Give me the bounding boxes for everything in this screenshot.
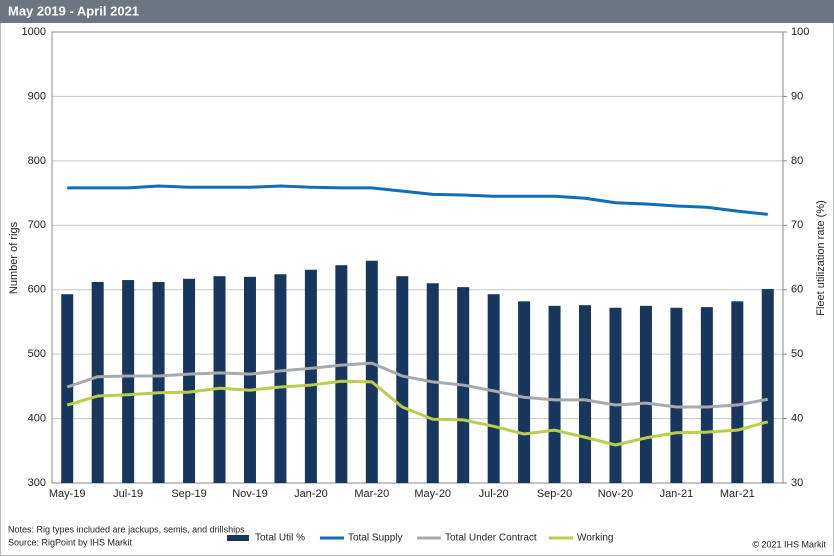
y-tick-label: 900 bbox=[28, 90, 46, 102]
bar bbox=[213, 276, 226, 483]
bar bbox=[579, 305, 592, 483]
legend-label: Total Supply bbox=[348, 533, 402, 544]
y-tick-label: 800 bbox=[28, 155, 46, 167]
y2-tick-label: 80 bbox=[791, 155, 803, 167]
bar bbox=[304, 269, 317, 483]
bar bbox=[274, 274, 287, 483]
x-tick-label: Sep-19 bbox=[171, 488, 206, 500]
bar bbox=[609, 307, 622, 483]
source: Source: RigPoint by IHS Markit bbox=[8, 537, 133, 547]
x-tick-label: Jul-19 bbox=[113, 488, 143, 500]
header-bar bbox=[0, 0, 834, 23]
y2-tick-label: 60 bbox=[791, 284, 803, 296]
y-tick-label: 300 bbox=[28, 477, 46, 489]
chart-title: May 2019 - April 2021 bbox=[8, 3, 139, 18]
bar bbox=[152, 281, 165, 483]
line bbox=[66, 361, 769, 409]
copyright: © 2021 IHS Markit bbox=[752, 539, 826, 549]
y2-tick-label: 30 bbox=[791, 477, 803, 489]
y2-tick-label: 90 bbox=[791, 90, 803, 102]
bar bbox=[365, 260, 378, 483]
y-axis-title: Number of rigs bbox=[8, 221, 20, 294]
y2-tick-label: 40 bbox=[791, 412, 803, 424]
y2-tick-label: 50 bbox=[791, 348, 803, 360]
x-tick-label: Nov-20 bbox=[598, 488, 633, 500]
x-tick-label: Mar-20 bbox=[354, 488, 389, 500]
bar bbox=[91, 281, 104, 483]
bar bbox=[761, 289, 774, 483]
legend-label: Total Util % bbox=[255, 533, 305, 544]
y2-tick-label: 100 bbox=[791, 26, 809, 38]
bar bbox=[639, 305, 652, 483]
bar bbox=[243, 276, 256, 483]
x-tick-label: Mar-21 bbox=[720, 488, 755, 500]
plot-border bbox=[51, 31, 784, 484]
line bbox=[67, 184, 768, 216]
line bbox=[66, 379, 769, 447]
bar bbox=[487, 294, 500, 483]
y2-axis-title: Fleet utilization rate (%) bbox=[815, 200, 827, 316]
x-tick-label: Nov-19 bbox=[232, 488, 267, 500]
bar bbox=[61, 294, 74, 483]
bar bbox=[548, 305, 561, 483]
bar bbox=[335, 265, 348, 483]
y-tick-label: 700 bbox=[28, 219, 46, 231]
y-tick-label: 500 bbox=[28, 348, 46, 360]
y2-tick-label: 70 bbox=[791, 219, 803, 231]
x-tick-label: Sep-20 bbox=[537, 488, 572, 500]
bar bbox=[518, 301, 531, 483]
y-tick-label: 1000 bbox=[22, 26, 46, 38]
bar bbox=[122, 280, 135, 483]
legend-label: Working bbox=[577, 533, 614, 544]
bar bbox=[396, 276, 409, 483]
bar bbox=[731, 301, 744, 483]
notes: Notes: Rig types included are jackups, s… bbox=[8, 524, 245, 534]
y-tick-label: 600 bbox=[28, 284, 46, 296]
bar bbox=[183, 278, 196, 483]
x-tick-label: May-20 bbox=[414, 488, 451, 500]
x-tick-label: Jan-21 bbox=[660, 488, 694, 500]
bar bbox=[670, 307, 683, 483]
bar bbox=[700, 307, 713, 483]
x-tick-label: Jan-20 bbox=[294, 488, 328, 500]
legend-swatch bbox=[227, 535, 249, 541]
legend-label: Total Under Contract bbox=[445, 533, 537, 544]
x-tick-label: Jul-20 bbox=[479, 488, 509, 500]
y-tick-label: 400 bbox=[28, 412, 46, 424]
x-tick-label: May-19 bbox=[49, 488, 86, 500]
